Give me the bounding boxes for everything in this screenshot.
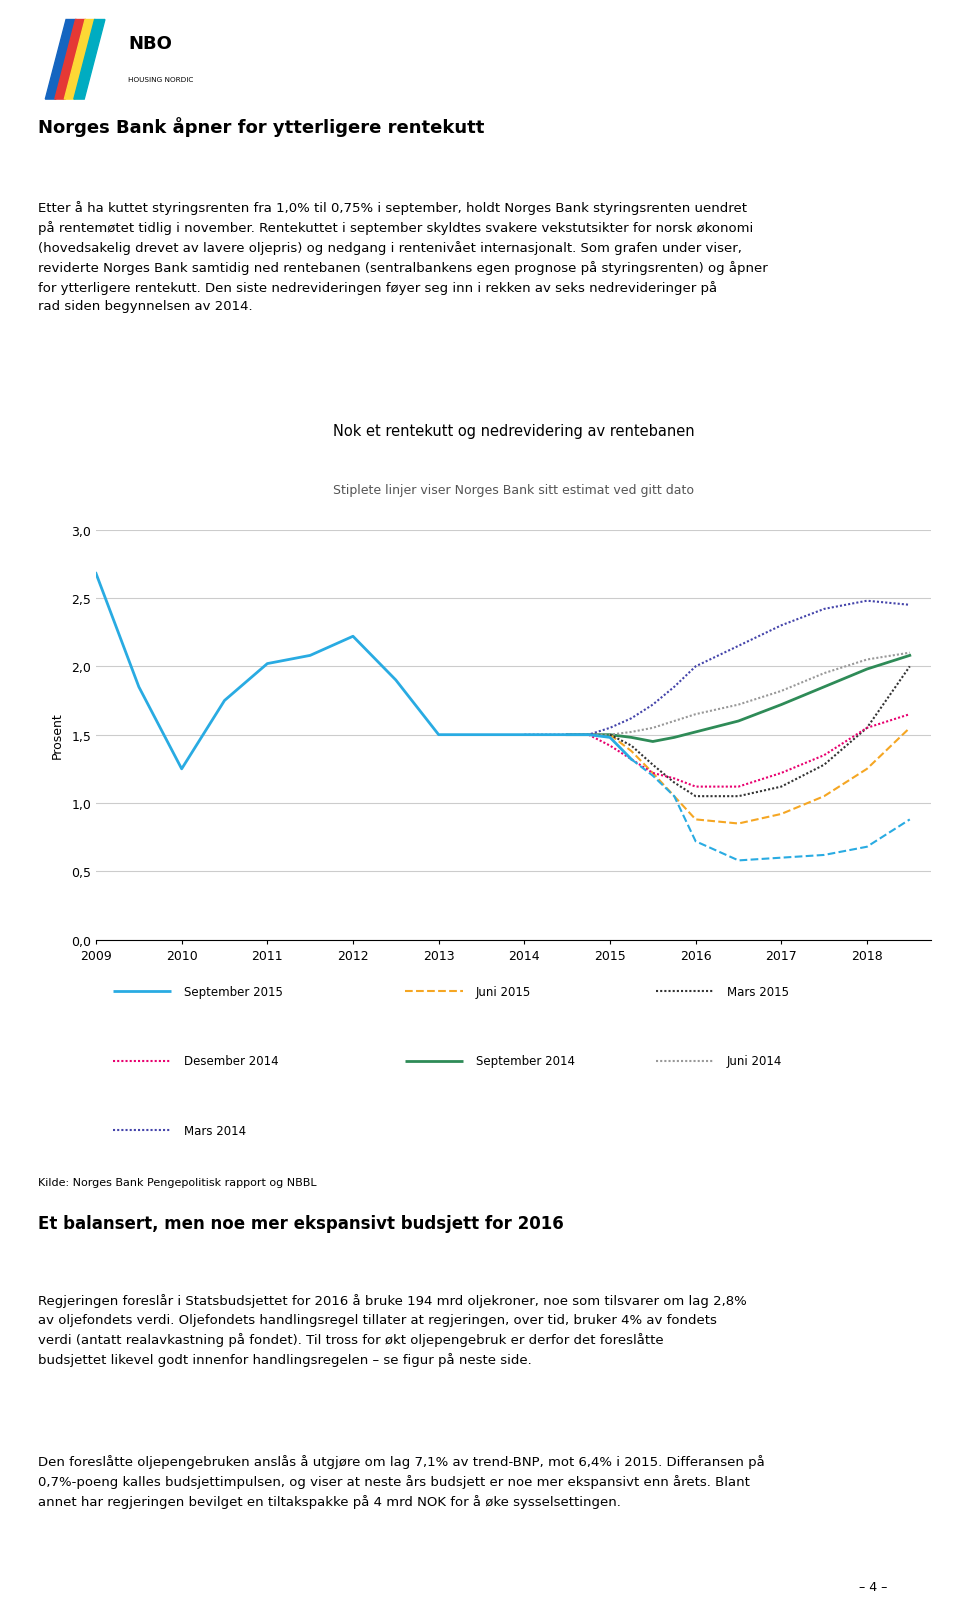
Text: Norges Bank åpner for ytterligere rentekutt: Norges Bank åpner for ytterligere rentek… [38,117,485,137]
Text: September 2015: September 2015 [183,985,282,998]
Text: September 2014: September 2014 [476,1054,575,1067]
Y-axis label: Prosent: Prosent [51,712,64,759]
Text: Juni 2014: Juni 2014 [727,1054,782,1067]
Text: – 4 –: – 4 – [859,1580,888,1594]
Polygon shape [55,21,85,100]
Text: Et balansert, men noe mer ekspansivt budsjett for 2016: Et balansert, men noe mer ekspansivt bud… [38,1215,564,1233]
Text: Den foreslåtte oljepengebruken anslås å utgjøre om lag 7,1% av trend-BNP, mot 6,: Den foreslåtte oljepengebruken anslås å … [38,1454,765,1509]
Text: HOUSING NORDIC: HOUSING NORDIC [129,77,194,82]
Text: Mars 2014: Mars 2014 [183,1123,246,1136]
Text: Nok et rentekutt og nedrevidering av rentebanen: Nok et rentekutt og nedrevidering av ren… [333,424,694,439]
Polygon shape [74,21,105,100]
Text: Regjeringen foreslår i Statsbudsjettet for 2016 å bruke 194 mrd oljekroner, noe : Regjeringen foreslår i Statsbudsjettet f… [38,1294,747,1366]
Polygon shape [64,21,95,100]
Text: Etter å ha kuttet styringsrenten fra 1,0% til 0,75% i september, holdt Norges Ba: Etter å ha kuttet styringsrenten fra 1,0… [38,201,768,313]
Text: Juni 2015: Juni 2015 [476,985,531,998]
Text: Kilde: Norges Bank Pengepolitisk rapport og NBBL: Kilde: Norges Bank Pengepolitisk rapport… [38,1178,317,1188]
Text: Desember 2014: Desember 2014 [183,1054,278,1067]
Text: Mars 2015: Mars 2015 [727,985,788,998]
Text: Stiplete linjer viser Norges Bank sitt estimat ved gitt dato: Stiplete linjer viser Norges Bank sitt e… [333,484,694,497]
Polygon shape [45,21,77,100]
Text: NBO: NBO [129,35,172,53]
